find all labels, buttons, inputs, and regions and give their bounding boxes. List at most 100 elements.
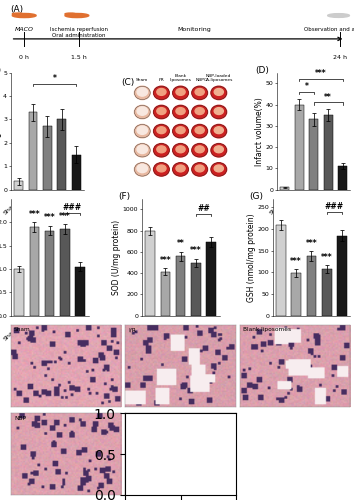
Text: ***: *** — [28, 210, 40, 218]
Text: ***: *** — [306, 238, 317, 248]
Text: Sham: Sham — [14, 328, 31, 332]
Text: 24 h: 24 h — [333, 54, 347, 60]
Text: I/R: I/R — [159, 78, 164, 82]
Text: *: * — [53, 74, 57, 84]
Ellipse shape — [157, 88, 166, 96]
Text: ***: *** — [315, 69, 327, 78]
Ellipse shape — [154, 106, 169, 118]
Text: Blank
liposomes: Blank liposomes — [170, 74, 192, 82]
Bar — [206, 242, 216, 316]
Ellipse shape — [192, 144, 207, 157]
Bar — [338, 166, 347, 190]
Bar — [75, 266, 85, 316]
Ellipse shape — [135, 86, 150, 100]
Text: (D): (D) — [255, 66, 269, 74]
Ellipse shape — [195, 88, 204, 96]
Ellipse shape — [157, 126, 166, 134]
Ellipse shape — [137, 164, 148, 172]
Text: (B): (B) — [0, 66, 2, 74]
Ellipse shape — [137, 126, 148, 134]
Text: Observation and analysis: Observation and analysis — [304, 27, 354, 32]
Y-axis label: GSH (nmol/mg protein): GSH (nmol/mg protein) — [247, 213, 256, 302]
Ellipse shape — [176, 165, 185, 172]
Ellipse shape — [176, 146, 185, 153]
Bar — [160, 272, 170, 316]
Bar — [43, 126, 52, 190]
Text: NBP: NBP — [195, 78, 204, 82]
Text: NBP-loaded CA-liposomes: NBP-loaded CA-liposomes — [129, 416, 205, 420]
Text: *: * — [304, 82, 308, 91]
Text: (A): (A) — [11, 5, 24, 14]
Ellipse shape — [154, 144, 169, 157]
Ellipse shape — [137, 145, 148, 154]
Bar — [145, 230, 155, 316]
Circle shape — [328, 14, 349, 18]
Ellipse shape — [211, 144, 227, 157]
Ellipse shape — [214, 88, 223, 96]
Bar — [276, 225, 286, 316]
Ellipse shape — [192, 124, 207, 138]
Ellipse shape — [154, 162, 169, 176]
Ellipse shape — [211, 124, 227, 138]
Ellipse shape — [173, 124, 188, 138]
Ellipse shape — [135, 144, 150, 157]
Text: ***: *** — [190, 246, 202, 255]
Text: Ischemia reperfusion
Oral administration: Ischemia reperfusion Oral administration — [50, 27, 108, 38]
Text: 0 h: 0 h — [19, 54, 29, 60]
Bar — [60, 229, 70, 316]
Ellipse shape — [135, 106, 150, 118]
Bar — [30, 227, 39, 316]
Ellipse shape — [176, 108, 185, 114]
Ellipse shape — [195, 146, 204, 153]
Ellipse shape — [154, 124, 169, 138]
Bar — [29, 112, 38, 190]
Ellipse shape — [135, 162, 150, 176]
Text: NBP-loaded
CA-liposomes: NBP-loaded CA-liposomes — [204, 74, 234, 82]
Ellipse shape — [176, 126, 185, 134]
Ellipse shape — [154, 86, 169, 100]
Ellipse shape — [137, 107, 148, 116]
Ellipse shape — [195, 165, 204, 172]
Circle shape — [65, 13, 76, 15]
Ellipse shape — [192, 162, 207, 176]
Bar — [57, 120, 66, 190]
Text: I/R: I/R — [129, 328, 137, 332]
Ellipse shape — [157, 108, 166, 114]
Text: ###: ### — [63, 203, 82, 212]
Circle shape — [12, 14, 36, 18]
Ellipse shape — [195, 126, 204, 134]
Bar — [337, 236, 347, 316]
Ellipse shape — [135, 124, 150, 138]
Ellipse shape — [211, 106, 227, 118]
Circle shape — [12, 13, 23, 15]
Bar — [291, 274, 301, 316]
Text: ***: *** — [44, 214, 56, 222]
Y-axis label: Neurological score: Neurological score — [0, 96, 2, 166]
Bar — [14, 269, 24, 316]
Bar — [307, 256, 316, 316]
Text: ##: ## — [197, 204, 210, 213]
Text: ***: *** — [321, 252, 333, 262]
Ellipse shape — [214, 146, 223, 153]
Text: Blank liposomes: Blank liposomes — [244, 328, 292, 332]
Text: Sham: Sham — [136, 78, 148, 82]
Ellipse shape — [173, 106, 188, 118]
Y-axis label: SOD (U/mg protein): SOD (U/mg protein) — [112, 220, 121, 295]
Ellipse shape — [173, 86, 188, 100]
Y-axis label: Infarct volume(%): Infarct volume(%) — [255, 97, 264, 166]
Text: ###: ### — [325, 202, 344, 211]
Ellipse shape — [173, 162, 188, 176]
Text: (C): (C) — [121, 78, 135, 86]
Text: NBP: NBP — [14, 416, 26, 420]
Text: Monitoring: Monitoring — [177, 27, 211, 32]
Bar — [322, 269, 331, 316]
Bar — [14, 182, 23, 190]
Text: ***: *** — [59, 212, 71, 220]
Text: **: ** — [324, 92, 332, 102]
Text: **: ** — [177, 239, 184, 248]
Bar — [45, 230, 54, 316]
Text: 1.5 h: 1.5 h — [71, 54, 86, 60]
Ellipse shape — [137, 88, 148, 96]
Ellipse shape — [157, 165, 166, 172]
Text: (F): (F) — [118, 192, 130, 201]
